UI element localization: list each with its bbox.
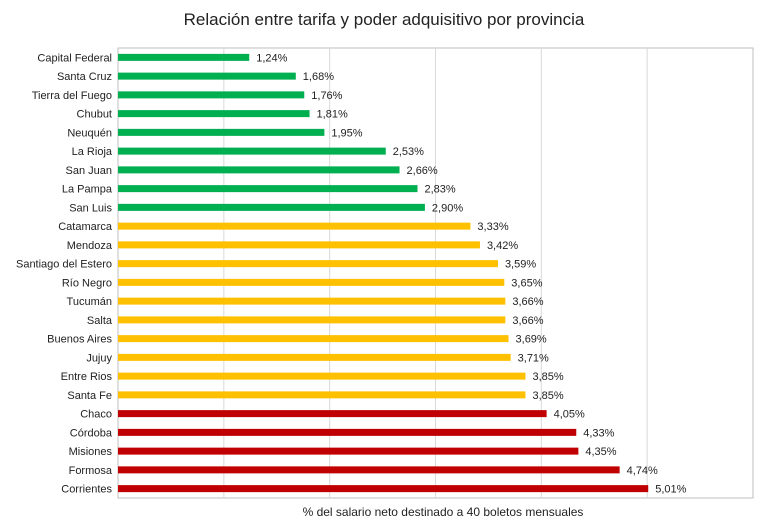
- category-label: Corrientes: [61, 484, 112, 496]
- bar: [118, 203, 425, 211]
- data-label: 2,66%: [407, 165, 438, 177]
- bar: [118, 466, 620, 474]
- category-label: Formosa: [69, 465, 113, 477]
- data-label: 3,42%: [487, 240, 518, 252]
- category-label: Catamarca: [58, 221, 113, 233]
- bar: [118, 353, 511, 361]
- category-label: Salta: [87, 315, 113, 327]
- x-axis-label: % del salario neto destinado a 40 boleto…: [302, 505, 584, 519]
- category-label: Santa Fe: [67, 390, 112, 402]
- category-label: Córdoba: [70, 427, 113, 439]
- data-label: 2,53%: [393, 146, 424, 158]
- bar: [118, 316, 506, 324]
- bar: [118, 391, 526, 399]
- category-label: Río Negro: [62, 277, 112, 289]
- category-label: Neuquén: [67, 127, 112, 139]
- data-label: 2,83%: [425, 184, 456, 196]
- category-label: Misiones: [69, 446, 113, 458]
- data-label: 1,95%: [331, 127, 362, 139]
- data-label: 2,90%: [432, 202, 463, 214]
- bar: [118, 128, 325, 136]
- category-label: Buenos Aires: [47, 334, 112, 346]
- category-label: Capital Federal: [37, 52, 112, 64]
- category-label: Tucumán: [67, 296, 112, 308]
- bar: [118, 222, 471, 230]
- data-label: 3,69%: [516, 334, 547, 346]
- bar: [118, 91, 305, 99]
- chart-title: Relación entre tarifa y poder adquisitiv…: [183, 10, 585, 29]
- data-label: 3,85%: [532, 390, 563, 402]
- data-label: 5,01%: [655, 484, 686, 496]
- bar: [118, 335, 509, 343]
- data-label: 3,66%: [512, 296, 543, 308]
- bar: [118, 410, 547, 418]
- category-label: Chubut: [77, 109, 112, 121]
- category-label: Santa Cruz: [57, 71, 112, 83]
- data-label: 4,74%: [627, 465, 658, 477]
- bar: [118, 297, 506, 305]
- bar: [118, 53, 250, 61]
- data-label: 1,81%: [317, 109, 348, 121]
- category-label: Entre Rios: [61, 371, 113, 383]
- category-label: Tierra del Fuego: [32, 90, 112, 102]
- data-label: 3,66%: [512, 315, 543, 327]
- bar: [118, 428, 577, 436]
- data-label: 4,05%: [554, 409, 585, 421]
- bar: [118, 485, 649, 493]
- bar: [118, 166, 400, 174]
- bar: [118, 72, 296, 80]
- data-label: 3,65%: [511, 277, 542, 289]
- bar: [118, 185, 418, 193]
- bar: [118, 447, 579, 455]
- category-label: Jujuy: [86, 352, 112, 364]
- data-label: 3,59%: [505, 259, 536, 271]
- category-label: La Pampa: [62, 184, 113, 196]
- category-label: La Rioja: [72, 146, 113, 158]
- bar: [118, 110, 310, 118]
- category-label: Santiago del Estero: [16, 259, 112, 271]
- data-label: 1,76%: [311, 90, 342, 102]
- data-label: 3,33%: [477, 221, 508, 233]
- data-label: 3,71%: [518, 352, 549, 364]
- bar: [118, 278, 505, 286]
- data-label: 1,68%: [303, 71, 334, 83]
- category-label: San Luis: [69, 202, 112, 214]
- bar: [118, 372, 526, 380]
- category-label: Mendoza: [67, 240, 113, 252]
- data-label: 1,24%: [256, 52, 287, 64]
- data-label: 4,35%: [585, 446, 616, 458]
- category-label: Chaco: [80, 409, 112, 421]
- data-label: 3,85%: [532, 371, 563, 383]
- data-label: 4,33%: [583, 427, 614, 439]
- category-label: San Juan: [66, 165, 112, 177]
- bar: [118, 260, 498, 268]
- bar: [118, 241, 480, 249]
- bar: [118, 147, 386, 155]
